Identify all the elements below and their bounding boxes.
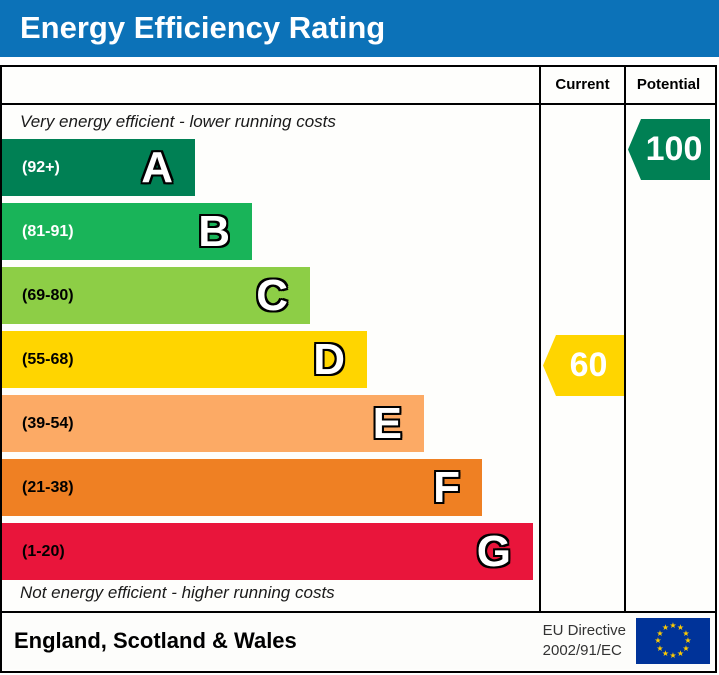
band-range-label: (21-38) [22,478,74,496]
page-title: Energy Efficiency Rating [20,10,386,45]
band-bar-d: (55-68) D [2,331,367,388]
band-row-f: (21-38) F [2,459,539,516]
potential-rating-value: 100 [645,130,703,168]
band-bar-c: (69-80) C [2,267,310,324]
band-grade-letter: C [256,271,288,320]
band-row-e: (39-54) E [2,395,539,452]
chart-body: Very energy efficient - lower running co… [2,105,715,611]
eu-directive-text: EU Directive 2002/91/EC [543,621,626,662]
not-efficient-note: Not energy efficient - higher running co… [20,583,335,602]
star-icon: ★ [669,621,677,630]
band-bar-g: (1-20) G [2,523,533,580]
bands-area: Very energy efficient - lower running co… [2,105,541,611]
band-grade-letter: E [372,399,402,448]
eu-directive-line1: EU Directive [542,621,626,639]
star-icon: ★ [676,648,685,658]
band-bar-b: (81-91) B [2,203,252,260]
footer-row: England, Scotland & Wales EU Directive 2… [2,611,715,669]
star-icon: ★ [682,628,690,638]
band-range-label: (69-80) [22,286,74,304]
very-efficient-note: Very energy efficient - lower running co… [20,112,336,131]
column-header-row: Current Potential [2,67,715,105]
band-row-b: (81-91) B [2,203,539,260]
band-grade-letter: G [476,527,511,576]
header-spacer [2,67,541,103]
band-range-label: (55-68) [22,350,74,368]
current-rating-pointer: 60 [543,335,624,396]
star-icon: ★ [661,623,670,632]
band-row-a: (92+) A [2,139,539,196]
star-icon: ★ [676,623,685,632]
star-icon: ★ [656,628,664,638]
star-icon: ★ [669,651,677,660]
band-list: (92+) A (81-91) B (69-80) C (55-68) D (39-54) E (2… [2,139,539,587]
potential-rating-pointer: 100 [628,119,710,180]
chart-frame: Current Potential Very energy efficient … [0,65,717,673]
eu-flag-icon: ★ ★ ★ ★ ★ ★ ★ ★ ★ ★ ★ ★ [636,618,710,664]
title-bar: Energy Efficiency Rating [0,0,719,57]
band-grade-letter: B [198,207,230,256]
star-icon: ★ [654,636,662,645]
region-label: England, Scotland & Wales [14,628,297,653]
band-row-c: (69-80) C [2,267,539,324]
current-column-header: Current [541,67,626,103]
band-range-label: (1-20) [22,542,65,560]
star-icon: ★ [656,643,664,653]
band-grade-letter: A [141,143,173,192]
star-icon: ★ [661,648,670,658]
star-icon: ★ [684,636,692,645]
star-icon: ★ [682,643,690,653]
band-range-label: (92+) [22,158,60,176]
band-range-label: (81-91) [22,222,74,240]
current-column: 60 [541,105,626,611]
band-range-label: (39-54) [22,414,74,432]
band-row-d: (55-68) D [2,331,539,388]
potential-column-header: Potential [636,76,701,93]
potential-column: 100 [626,105,711,611]
band-bar-f: (21-38) F [2,459,482,516]
eu-directive-line2: 2002/91/EC [542,642,622,659]
band-grade-letter: F [433,463,460,512]
band-bar-e: (39-54) E [2,395,424,452]
band-row-g: (1-20) G [2,523,539,580]
band-bar-a: (92+) A [2,139,195,196]
current-rating-value: 60 [569,346,608,384]
band-grade-letter: D [313,335,345,384]
